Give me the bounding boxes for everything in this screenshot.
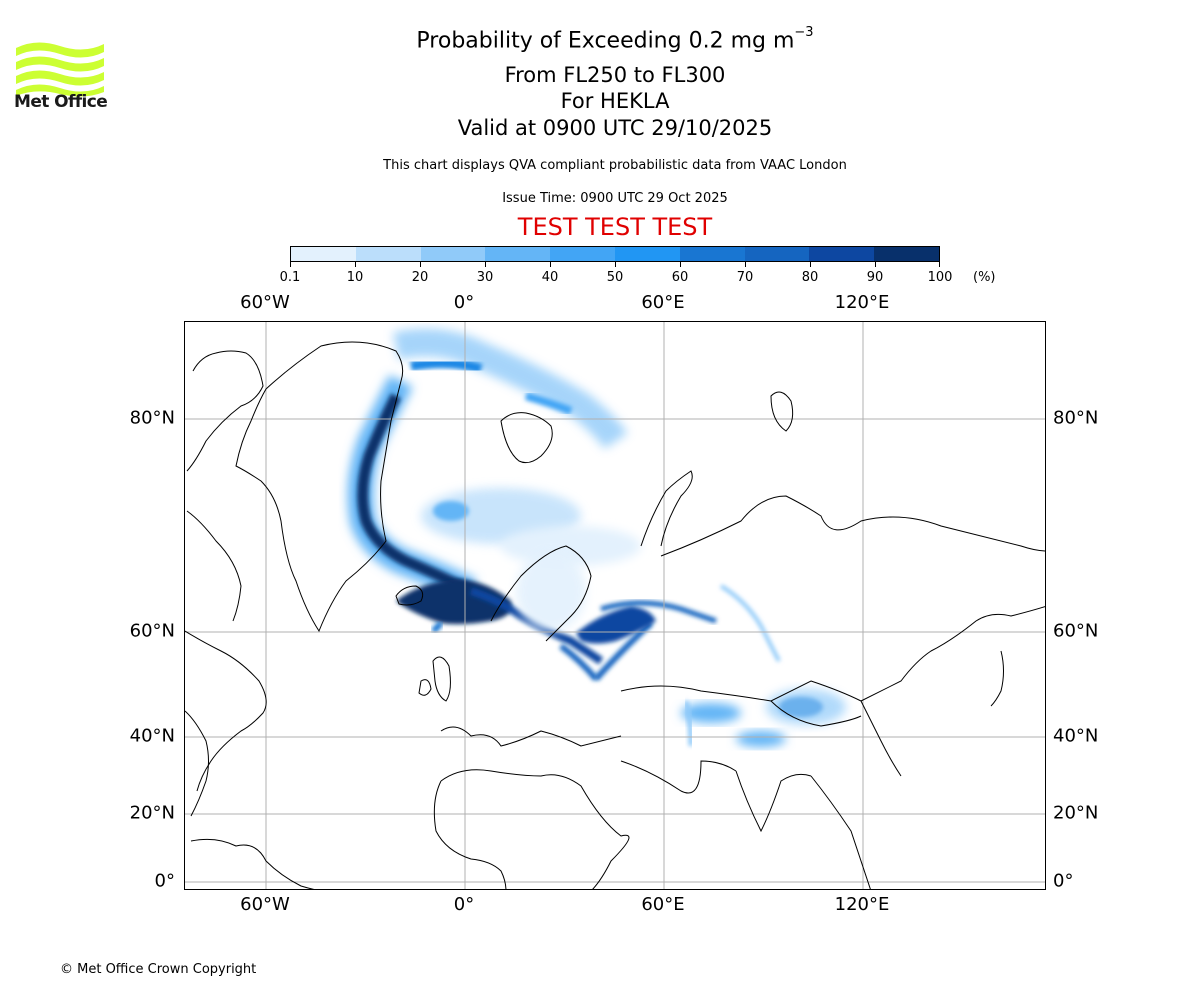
colorbar-bin-8 (809, 247, 875, 261)
colorbar-tick (550, 262, 551, 267)
lon-label-top: 0° (453, 292, 475, 313)
colorbar-bin-6 (679, 247, 745, 261)
colorbar-tick-label: 0.1 (279, 270, 301, 285)
colorbar (290, 246, 940, 262)
colorbar-tick (810, 262, 811, 267)
lat-label-right: 80°N (1053, 407, 1099, 429)
colorbar-bin-5 (614, 247, 680, 261)
valid-time: Valid at 0900 UTC 29/10/2025 (457, 116, 773, 140)
colorbar-bin-9 (874, 247, 939, 261)
lat-label-right: 40°N (1053, 725, 1099, 747)
colorbar-tick-label: 80 (801, 270, 819, 285)
title-text: Probability of Exceeding 0.2 mg m (416, 28, 795, 54)
coastlines (185, 341, 1045, 889)
colorbar-tick-label: 20 (411, 270, 429, 285)
lon-label-top: 60°E (641, 292, 685, 313)
lon-label-bottom: 0° (453, 894, 475, 915)
volcano-name: For HEKLA (560, 89, 670, 113)
colorbar-tick (875, 262, 876, 267)
copyright-notice: © Met Office Crown Copyright (60, 962, 257, 977)
lat-label-left: 0° (154, 870, 175, 892)
lat-label-right: 60°N (1053, 620, 1099, 642)
chart-title: Probability of Exceeding 0.2 mg m−3 (0, 25, 1200, 54)
title-superscript: −3 (794, 25, 814, 40)
lat-label-left: 20°N (129, 802, 175, 824)
colorbar-tick (939, 262, 940, 267)
colorbar-unit: (%) (973, 270, 996, 285)
ash-probability-field (347, 328, 846, 747)
colorbar-tick (680, 262, 681, 267)
chart-description: This chart displays QVA compliant probab… (383, 158, 847, 173)
colorbar-tick-label: 90 (866, 270, 884, 285)
level-range: From FL250 to FL300 (504, 63, 726, 87)
colorbar-tick-label: 30 (476, 270, 494, 285)
issue-time: Issue Time: 0900 UTC 29 Oct 2025 (502, 191, 728, 206)
colorbar-bin-1 (355, 247, 421, 261)
lat-label-left: 40°N (129, 725, 175, 747)
lat-label-left: 60°N (129, 620, 175, 642)
colorbar-tick-label: 100 (927, 270, 953, 285)
colorbar-bin-2 (420, 247, 486, 261)
lon-label-bottom: 60°E (641, 894, 685, 915)
lon-label-top: 120°E (834, 292, 890, 313)
colorbar-tick (485, 262, 486, 267)
met-office-logo-text: Met Office (14, 92, 108, 112)
lat-label-left: 80°N (129, 407, 175, 429)
colorbar-tick-label: 70 (736, 270, 754, 285)
map-plot-area[interactable] (184, 321, 1046, 890)
lon-label-bottom: 120°E (834, 894, 890, 915)
gridlines (185, 322, 1045, 889)
colorbar-tick (745, 262, 746, 267)
lon-label-top: 60°W (240, 292, 290, 313)
met-office-waves-logo-icon (16, 42, 104, 97)
colorbar-tick (615, 262, 616, 267)
colorbar-tick (290, 262, 291, 267)
colorbar-bin-3 (485, 247, 551, 261)
colorbar-tick-label: 60 (671, 270, 689, 285)
lat-label-right: 0° (1053, 870, 1074, 892)
colorbar-bin-7 (744, 247, 810, 261)
colorbar-tick (420, 262, 421, 267)
test-banner: TEST TEST TEST (517, 213, 713, 241)
map-canvas (185, 322, 1045, 889)
lat-label-right: 20°N (1053, 802, 1099, 824)
colorbar-bin-0 (291, 247, 356, 261)
colorbar-tick-label: 40 (541, 270, 559, 285)
lon-label-bottom: 60°W (240, 894, 290, 915)
colorbar-bin-4 (550, 247, 615, 261)
colorbar-tick-label: 10 (346, 270, 364, 285)
colorbar-tick (355, 262, 356, 267)
colorbar-tick-label: 50 (606, 270, 624, 285)
